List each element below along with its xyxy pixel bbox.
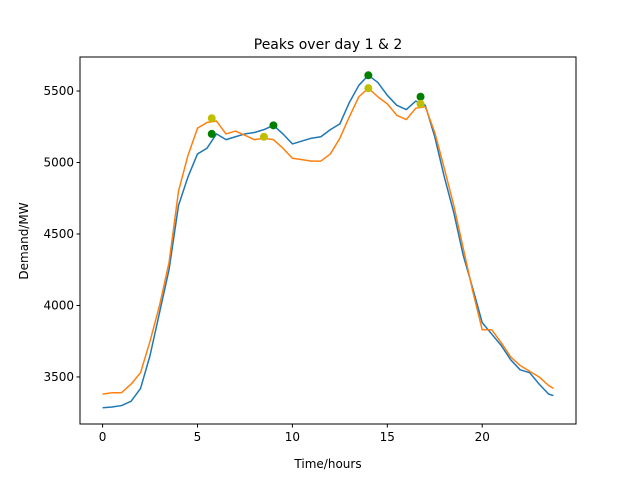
peak-marker bbox=[269, 121, 278, 130]
x-tick-label: 5 bbox=[194, 430, 202, 444]
y-tick-label: 5500 bbox=[43, 84, 74, 98]
peak-marker bbox=[207, 114, 216, 123]
y-tick-label: 4500 bbox=[43, 227, 74, 241]
chart-title: Peaks over day 1 & 2 bbox=[254, 37, 403, 53]
peak-marker bbox=[416, 92, 425, 101]
y-tick-label: 5000 bbox=[43, 156, 74, 170]
data-line bbox=[102, 74, 554, 409]
plot-frame bbox=[79, 56, 577, 425]
peak-marker bbox=[416, 99, 425, 108]
x-tick-label: 15 bbox=[380, 430, 395, 444]
x-axis-label: Time/hours bbox=[293, 457, 361, 471]
y-tick-label: 4000 bbox=[43, 298, 74, 312]
peak-marker bbox=[259, 132, 268, 141]
x-tick-label: 0 bbox=[99, 430, 107, 444]
peak-marker bbox=[364, 71, 373, 80]
data-line bbox=[102, 87, 554, 395]
peak-marker bbox=[207, 129, 216, 138]
y-axis-label: Demand/MW bbox=[17, 202, 31, 279]
x-tick-label: 20 bbox=[475, 430, 490, 444]
peak-marker bbox=[364, 84, 373, 93]
y-tick-label: 3500 bbox=[43, 370, 74, 384]
x-tick-label: 10 bbox=[285, 430, 300, 444]
